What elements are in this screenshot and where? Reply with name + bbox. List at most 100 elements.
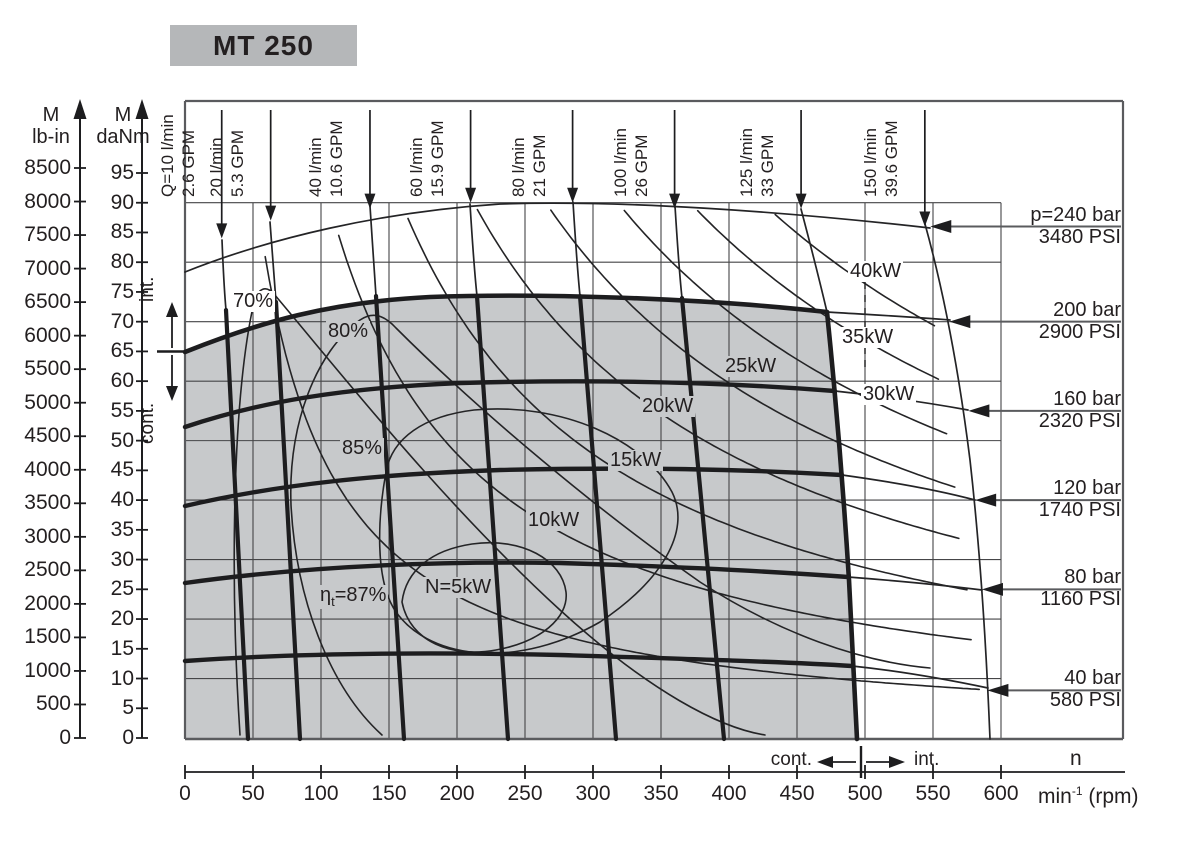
flow-curve-60lmin-thick (474, 293, 511, 742)
pressure-arrowhead-80 (981, 582, 1003, 596)
x-tick-label-400: 400 (711, 782, 747, 805)
flow-arrowhead-20 (265, 205, 277, 221)
flow-label-lmin-text: 125 l/min (737, 128, 757, 197)
y-tick-label-danm-25: 25 (110, 577, 134, 601)
y-tick-label-lbin-3000: 3000 (24, 524, 71, 548)
flow-curve-40lmin-thick (373, 293, 407, 742)
pressure-label-bar-text: 40 bar (1064, 667, 1121, 690)
flow-label-125lmin: 125 l/min 33 GPM (736, 102, 778, 197)
efficiency-label-87: ηt=87% (318, 584, 389, 609)
y-tick-label-danm-60: 60 (110, 369, 134, 393)
flow-curve-20lmin-thin (269, 221, 277, 303)
flow-label-gpm-text: 10.6 GPM (326, 120, 346, 197)
y-tick-label-lbin-7000: 7000 (24, 256, 71, 280)
pressure-label-160bar: 160 bar 2320 PSI (963, 388, 1121, 432)
flow-label-10lmin: Q=10 l/min 2.6 GPM (157, 102, 199, 197)
flow-label-gpm-text: 26 GPM (631, 134, 651, 197)
flow-arrowhead-125 (795, 193, 807, 209)
y-tick-label-lbin-500: 500 (35, 692, 71, 716)
y-tick-label-danm-95: 95 (110, 160, 134, 184)
y-tick-label-danm-15: 15 (110, 636, 134, 660)
flow-label-lmin-text: 20 l/min (206, 137, 226, 197)
power-curve-30kw (623, 209, 948, 435)
x-tick-label-0: 0 (179, 782, 191, 805)
y-tick-label-lbin-6500: 6500 (24, 290, 71, 314)
pressure-label-psi-text: 580 PSI (1049, 689, 1121, 712)
flow-label-lmin-text: 150 l/min (860, 128, 880, 197)
pressure-label-40bar: 40 bar 580 PSI (963, 667, 1121, 711)
power-curve-5kw (264, 255, 980, 691)
power-label-30kw: 30kW (861, 383, 917, 405)
flow-arrowhead-100 (669, 193, 681, 209)
y-tick-label-danm-40: 40 (110, 488, 134, 512)
power-label-5kw: N=5kW (423, 576, 494, 598)
flow-arrowhead-80 (567, 187, 579, 203)
y-tick-label-lbin-1500: 1500 (24, 625, 71, 649)
pressure-curve-160bar-thick (182, 379, 838, 430)
power-label-20kw: 20kW (640, 395, 696, 417)
y-tick-label-lbin-1000: 1000 (24, 658, 71, 682)
flow-label-gpm-text: 33 GPM (758, 134, 778, 197)
power-label-25kw: 25kW (723, 355, 779, 377)
pressure-arrowhead-200 (949, 315, 971, 329)
x-tick-label-550: 550 (915, 782, 951, 805)
x-tick-label-150: 150 (371, 782, 407, 805)
flow-curve-20lmin-thick (273, 299, 303, 742)
flow-label-gpm-text: 21 GPM (529, 134, 549, 197)
bottom-int-arrowhead (889, 756, 905, 768)
flow-curve-80lmin-thick (577, 293, 619, 742)
flow-label-lmin-text: 60 l/min (406, 137, 426, 197)
power-label-40kw: 40kW (848, 260, 904, 282)
pressure-curve-80bar-thin (847, 576, 983, 591)
x-axis-unit-prefix: min (1038, 785, 1072, 808)
y-tick-label-danm-80: 80 (110, 250, 134, 274)
power-label-10kw: 10kW (526, 509, 582, 531)
y-tick-label-danm-85: 85 (110, 220, 134, 244)
flow-curve-150lmin-thin (924, 223, 991, 740)
y-axis-danm-unit: daNm (96, 126, 150, 148)
power-curve-20kw (476, 208, 960, 540)
y-axis-lbin-header: M lb-in (22, 104, 80, 148)
y-tick-label-lbin-4000: 4000 (24, 457, 71, 481)
efficiency-contour-80 (290, 314, 931, 736)
bottom-cont-annotation: cont. (770, 749, 812, 770)
chart-title: MT 250 (170, 25, 357, 66)
x-axis-name: n (1070, 747, 1082, 770)
left-int-arrowhead (166, 302, 178, 317)
bottom-cont-arrowhead (817, 756, 833, 768)
power-label-35kw: 35kW (840, 326, 896, 348)
y-axis-lbin-unit: lb-in (32, 126, 70, 148)
pressure-curve-40bar-thin (851, 665, 989, 689)
flow-curve-80lmin-thin (572, 201, 581, 297)
y-axis-danm-name: M (114, 104, 132, 126)
chart-title-text: MT 250 (213, 29, 314, 61)
pressure-curve-120bar-thick (182, 466, 845, 509)
y-tick-label-lbin-3500: 3500 (24, 491, 71, 515)
flow-label-20lmin: 20 l/min 5.3 GPM (206, 102, 248, 197)
pressure-label-bar-text: 80 bar (1064, 566, 1121, 589)
y-tick-label-danm-10: 10 (110, 666, 134, 690)
power-curve-25kw (550, 209, 956, 488)
flow-curve-10lmin-thin (221, 239, 227, 311)
y-tick-label-danm-45: 45 (110, 458, 134, 482)
y-axis-danm-arrowhead (135, 99, 149, 119)
flow-label-gpm-text: 2.6 GPM (178, 129, 198, 197)
y-tick-label-lbin-5000: 5000 (24, 390, 71, 414)
y-tick-label-lbin-2500: 2500 (24, 558, 71, 582)
y-tick-label-lbin-4500: 4500 (24, 424, 71, 448)
pressure-label-psi-text: 3480 PSI (1038, 225, 1121, 248)
flow-label-lmin-text: 80 l/min (508, 137, 528, 197)
flow-label-60lmin: 60 l/min 15.9 GPM (406, 102, 448, 197)
y-axis-lbin-arrowhead (73, 99, 87, 119)
x-tick-label-300: 300 (575, 782, 611, 805)
x-tick-label-450: 450 (779, 782, 815, 805)
y-tick-label-lbin-8500: 8500 (24, 155, 71, 179)
power-curve-15kw (407, 217, 968, 591)
pressure-arrowhead-160 (968, 404, 990, 418)
efficiency-label-part: =87% (334, 584, 387, 606)
y-tick-label-danm-20: 20 (110, 607, 134, 631)
pressure-label-200bar: 200 bar 2900 PSI (963, 299, 1121, 343)
y-tick-label-danm-90: 90 (110, 190, 134, 214)
pressure-label-psi-text: 1160 PSI (1040, 588, 1121, 611)
